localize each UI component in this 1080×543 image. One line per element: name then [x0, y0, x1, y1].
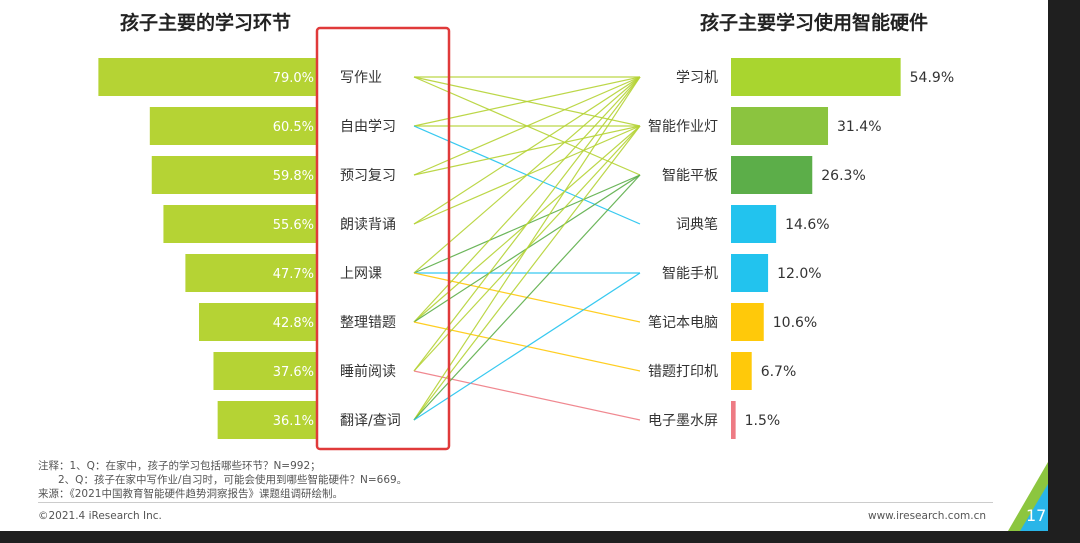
left-bar-value-0: 79.0% — [273, 71, 314, 86]
link-line-14 — [413, 76, 641, 323]
left-bar-value-2: 59.8% — [273, 169, 314, 184]
right-bar-value-1: 31.4% — [837, 119, 881, 135]
right-bar-value-4: 12.0% — [777, 266, 821, 282]
right-chart-title: 孩子主要学习使用智能硬件 — [700, 12, 929, 34]
left-bar-5 — [199, 303, 318, 341]
left-chart-title: 孩子主要的学习环节 — [120, 12, 292, 34]
right-bar-value-3: 14.6% — [785, 217, 829, 233]
left-bar-0 — [98, 58, 318, 96]
left-category-label-7: 翻译/查词 — [340, 413, 401, 429]
left-bar-value-1: 60.5% — [273, 120, 314, 135]
left-bar-value-7: 36.1% — [273, 414, 314, 429]
left-category-label-3: 朗读背诵 — [340, 216, 396, 233]
right-bar-value-0: 54.9% — [910, 70, 954, 86]
left-bar-value-5: 42.8% — [273, 316, 314, 331]
left-bar-2 — [151, 156, 318, 194]
link-line-21 — [413, 76, 641, 421]
window-bottom-edge — [0, 531, 1080, 543]
linked-bar-chart: 79.0% 写作业 60.5% 自由学习 59.8% 预习复习 55.6% 朗读背诵 47.7%… — [98, 26, 954, 451]
note-line-2: 2、Q：孩子在家中写作业/自习时，可能会使用到哪些智能硬件？N=669。 — [58, 474, 408, 486]
left-bar-1 — [149, 107, 318, 145]
right-category-label-3: 词典笔 — [676, 217, 718, 233]
right-bar-value-2: 26.3% — [821, 168, 865, 184]
link-line-6 — [413, 76, 641, 176]
link-line-8 — [413, 76, 641, 225]
left-bar-7 — [217, 401, 318, 439]
right-category-label-1: 智能作业灯 — [648, 119, 718, 135]
page-number: 17 — [1026, 506, 1047, 525]
left-bar-3 — [163, 205, 318, 243]
link-line-10 — [413, 76, 641, 274]
right-bar-value-5: 10.6% — [773, 315, 817, 331]
link-line-22 — [413, 125, 641, 421]
source-note: 来源：《2021中国教育智能硬件趋势洞察报告》课题组调研绘制。 — [38, 488, 343, 500]
left-category-label-5: 整理错题 — [340, 315, 396, 331]
note-line-1: 注释：1、Q：在家中，孩子的学习包括哪些环节？N=992； — [38, 460, 321, 472]
left-bar-value-4: 47.7% — [273, 267, 314, 282]
link-line-24 — [413, 272, 641, 421]
left-category-label-2: 预习复习 — [340, 167, 396, 184]
right-bar-1 — [731, 107, 829, 145]
right-category-label-0: 学习机 — [676, 70, 718, 86]
right-category-label-7: 电子墨水屏 — [648, 413, 718, 429]
right-category-label-4: 智能手机 — [662, 266, 718, 282]
right-bar-4 — [731, 254, 769, 292]
right-category-label-2: 智能平板 — [662, 168, 718, 184]
footer-divider — [38, 502, 993, 503]
right-bar-6 — [731, 352, 752, 390]
website-text: www.iresearch.com.cn — [867, 510, 986, 522]
right-bar-5 — [731, 303, 764, 341]
left-bar-value-6: 37.6% — [273, 365, 314, 380]
left-bar-6 — [213, 352, 318, 390]
right-category-label-6: 错题打印机 — [648, 363, 718, 380]
right-bar-7 — [731, 401, 736, 439]
copyright-text: ©2021.4 iResearch Inc. — [38, 510, 162, 522]
right-bar-3 — [731, 205, 777, 243]
left-bar-value-3: 55.6% — [273, 218, 314, 233]
right-bar-2 — [731, 156, 813, 194]
link-line-3 — [413, 76, 641, 127]
link-line-18 — [413, 76, 641, 372]
left-bar-4 — [185, 254, 318, 292]
right-bar-value-7: 1.5% — [745, 413, 781, 429]
left-category-label-0: 写作业 — [340, 70, 382, 86]
right-bar-value-6: 6.7% — [761, 364, 797, 380]
link-line-23 — [413, 174, 641, 421]
left-category-label-4: 上网课 — [340, 266, 382, 282]
window-right-edge — [1048, 0, 1080, 543]
left-category-label-1: 自由学习 — [340, 119, 396, 135]
page-corner-decoration — [1008, 462, 1048, 531]
highlight-box — [315, 26, 451, 451]
right-category-label-5: 笔记本电脑 — [648, 315, 718, 331]
right-bar-0 — [731, 58, 901, 96]
left-category-label-6: 睡前阅读 — [340, 363, 396, 380]
